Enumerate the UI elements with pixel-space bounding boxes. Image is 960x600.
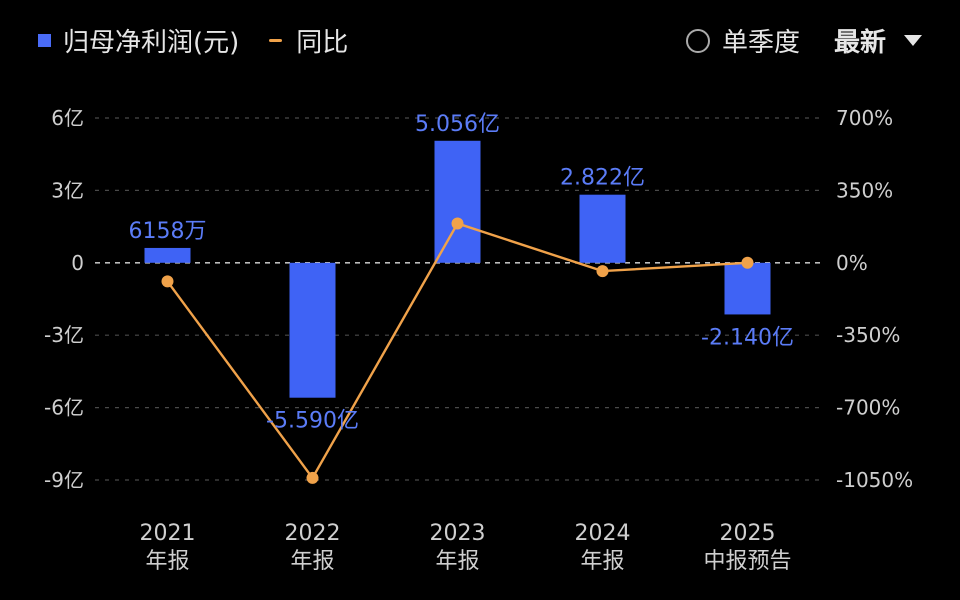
y-right-tick-label: 0% <box>836 251 868 275</box>
y-right-tick-label: 350% <box>836 178 893 202</box>
y-right-tick-label: 700% <box>836 106 893 130</box>
x-tick-label-type: 年报 <box>290 549 334 574</box>
yoy-point <box>161 275 174 288</box>
yoy-point <box>741 256 754 269</box>
legend-series1-label: 归母净利润(元) <box>63 28 240 58</box>
y-left-tick-label: 3亿 <box>51 178 84 202</box>
x-tick-label-type: 年报 <box>435 549 479 574</box>
y-right-tick-label: -350% <box>836 323 900 347</box>
yoy-point <box>306 471 319 484</box>
bar <box>434 140 481 263</box>
line-legend-swatch <box>269 39 283 42</box>
bar-data-label: -5.590亿 <box>266 409 359 434</box>
legend-series2-label: 同比 <box>296 28 349 58</box>
bar-data-label: -2.140亿 <box>701 325 794 350</box>
y-right-tick-label: -700% <box>836 396 900 420</box>
yoy-point <box>451 217 464 230</box>
bar-legend-swatch <box>38 34 51 47</box>
chart-controls: 单季度 最新 <box>685 22 922 59</box>
legend: 归母净利润(元) 同比 <box>38 22 348 59</box>
y-left-tick-label: 0 <box>71 251 84 275</box>
x-tick-label-year: 2022 <box>285 521 341 546</box>
quarter-radio-icon[interactable] <box>685 28 710 53</box>
x-tick-label-year: 2023 <box>430 521 486 546</box>
quarter-toggle-label[interactable]: 单季度 <box>721 28 800 58</box>
dropdown-caret-icon[interactable] <box>904 35 922 46</box>
yoy-point <box>596 265 609 278</box>
bar <box>579 194 626 263</box>
y-left-tick-label: 6亿 <box>51 106 84 130</box>
bar <box>144 247 191 263</box>
y-left-tick-label: -6亿 <box>44 396 84 420</box>
bar <box>724 262 771 315</box>
bar-data-label: 2.822亿 <box>560 166 645 191</box>
y-left-tick-label: -9亿 <box>44 468 84 492</box>
x-tick-label-year: 2025 <box>720 521 776 546</box>
x-tick-label-type: 中报预告 <box>703 549 791 574</box>
y-left-tick-label: -3亿 <box>44 323 84 347</box>
bar <box>289 262 336 398</box>
bar-data-label: 5.056亿 <box>415 112 500 137</box>
x-tick-label-year: 2024 <box>575 521 631 546</box>
y-right-tick-label: -1050% <box>836 468 913 492</box>
x-tick-label-type: 年报 <box>580 549 624 574</box>
x-tick-label-year: 2021 <box>140 521 196 546</box>
bar-data-label: 6158万 <box>129 219 207 244</box>
x-tick-label-type: 年报 <box>145 549 189 574</box>
period-dropdown-label[interactable]: 最新 <box>833 28 886 58</box>
